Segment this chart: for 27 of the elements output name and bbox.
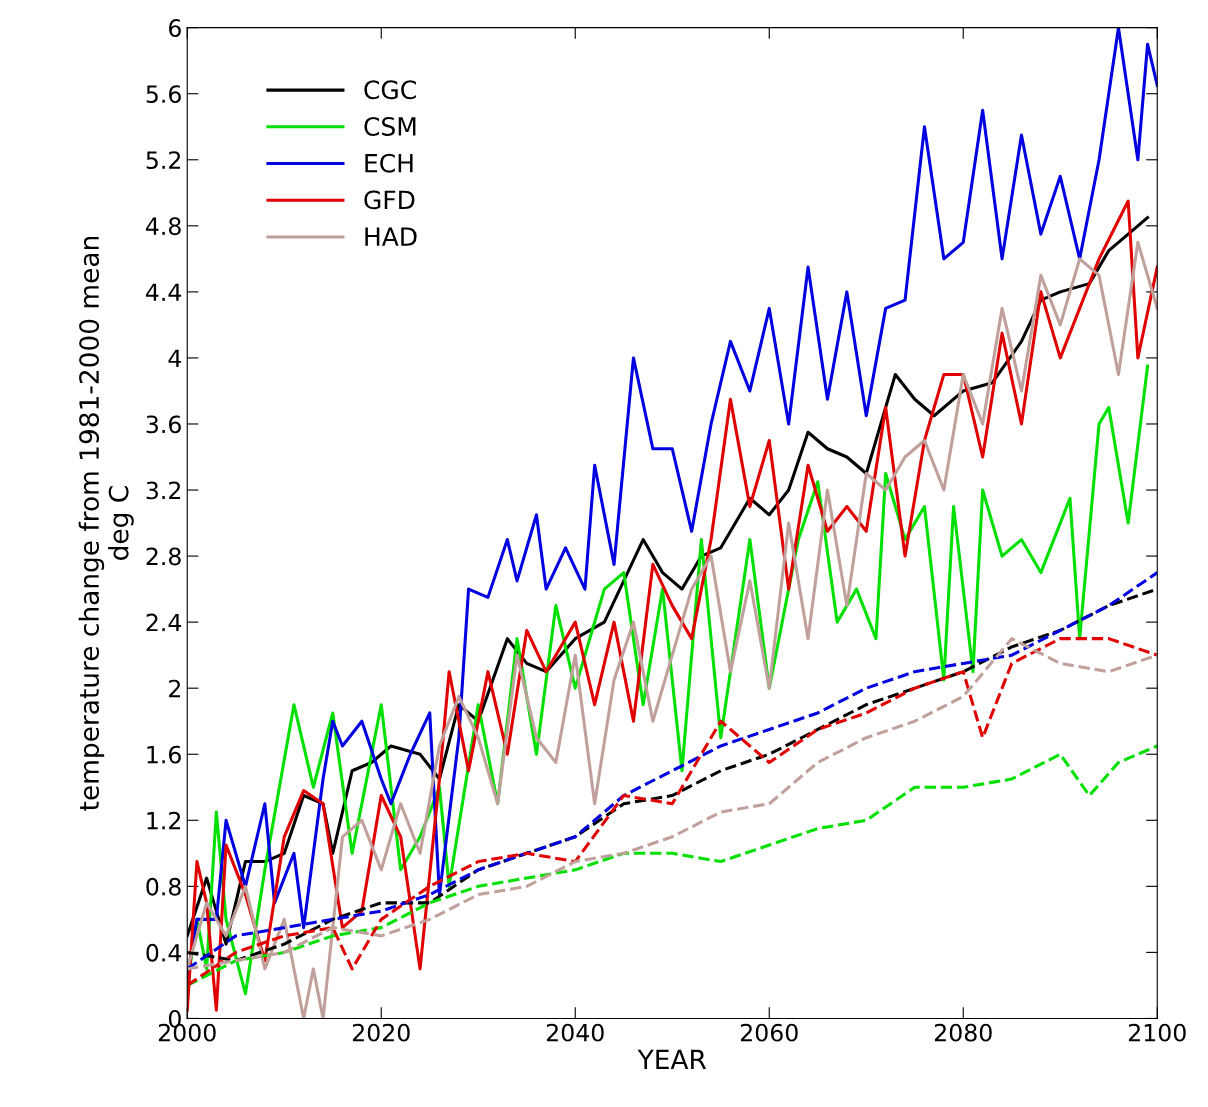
x-axis-title: YEAR	[637, 1049, 707, 1069]
y-tick-label: 3.6	[146, 415, 181, 434]
y-axis-title: temperature change from 1981-2000 mean deg C	[78, 237, 134, 811]
x-tick-label: 2080	[934, 1023, 992, 1042]
x-tick-label: 2020	[352, 1023, 410, 1042]
legend-label: CSM	[364, 117, 416, 136]
y-tick-label: 1.2	[147, 811, 181, 830]
y-tick-label: 5.6	[146, 85, 181, 104]
y-tick-label: 0.8	[146, 877, 181, 896]
y-tick-label: 0.4	[146, 943, 182, 962]
y-tick-label: 5.2	[146, 151, 181, 170]
y-tick-label: 4.8	[145, 217, 181, 236]
y-tick-label: 4	[168, 349, 182, 367]
legend-label: CGC	[364, 80, 416, 100]
legend-label: HAD	[365, 227, 417, 246]
y-tick-label: 6	[169, 19, 181, 37]
x-tick-label: 2040	[546, 1023, 604, 1042]
y-tick-label: 1.6	[147, 745, 181, 764]
legend-label: GFD	[364, 190, 415, 210]
legend-label: ECH	[365, 153, 413, 173]
y-tick-label: 2.4	[146, 613, 182, 632]
y-tick-label: 2.8	[146, 547, 181, 566]
x-tick-label: 2060	[740, 1023, 798, 1042]
y-tick-label: 4.4	[145, 283, 182, 301]
y-tick-label: 2	[169, 679, 181, 698]
y-tick-label: 3.2	[146, 481, 181, 500]
x-tick-label: 2100	[1128, 1023, 1186, 1042]
